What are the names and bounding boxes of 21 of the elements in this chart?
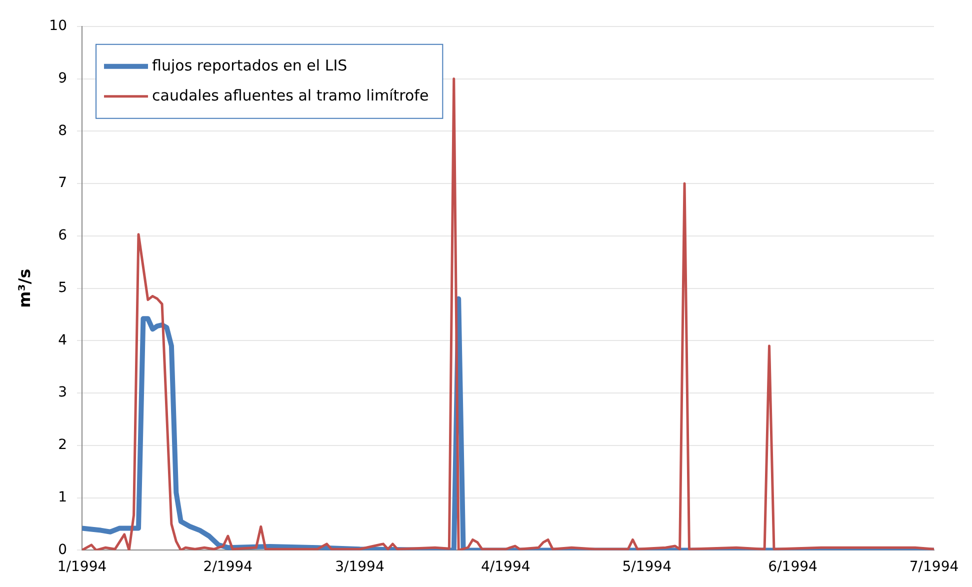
y-tick-label: 6: [58, 228, 68, 244]
x-tick-label: 7/1994: [909, 559, 959, 576]
y-tick-label: 10: [49, 18, 68, 34]
y-tick-label: 2: [58, 437, 68, 454]
x-tick-label: 1/1994: [57, 559, 107, 576]
x-tick-label: 2/1994: [203, 559, 253, 576]
y-tick-label: 3: [58, 384, 68, 401]
y-tick-label: 4: [58, 332, 68, 348]
x-tick-label: 5/1994: [622, 559, 672, 576]
x-tick-label: 4/1994: [481, 559, 530, 576]
y-tick-label: 1: [58, 489, 68, 506]
x-tick-label: 3/1994: [335, 559, 384, 576]
x-tick-label: 6/1994: [768, 559, 818, 576]
y-tick-label: 9: [58, 70, 68, 86]
legend-label: caudales afluentes al tramo limítrofe: [152, 86, 429, 104]
y-axis-title: m³/s: [14, 268, 34, 308]
y-tick-label: 0: [58, 542, 68, 558]
y-tick-label: 8: [58, 122, 68, 139]
y-tick-label: 5: [58, 280, 68, 296]
legend-label: flujos reportados en el LIS: [152, 56, 348, 74]
y-tick-label: 7: [58, 175, 68, 192]
